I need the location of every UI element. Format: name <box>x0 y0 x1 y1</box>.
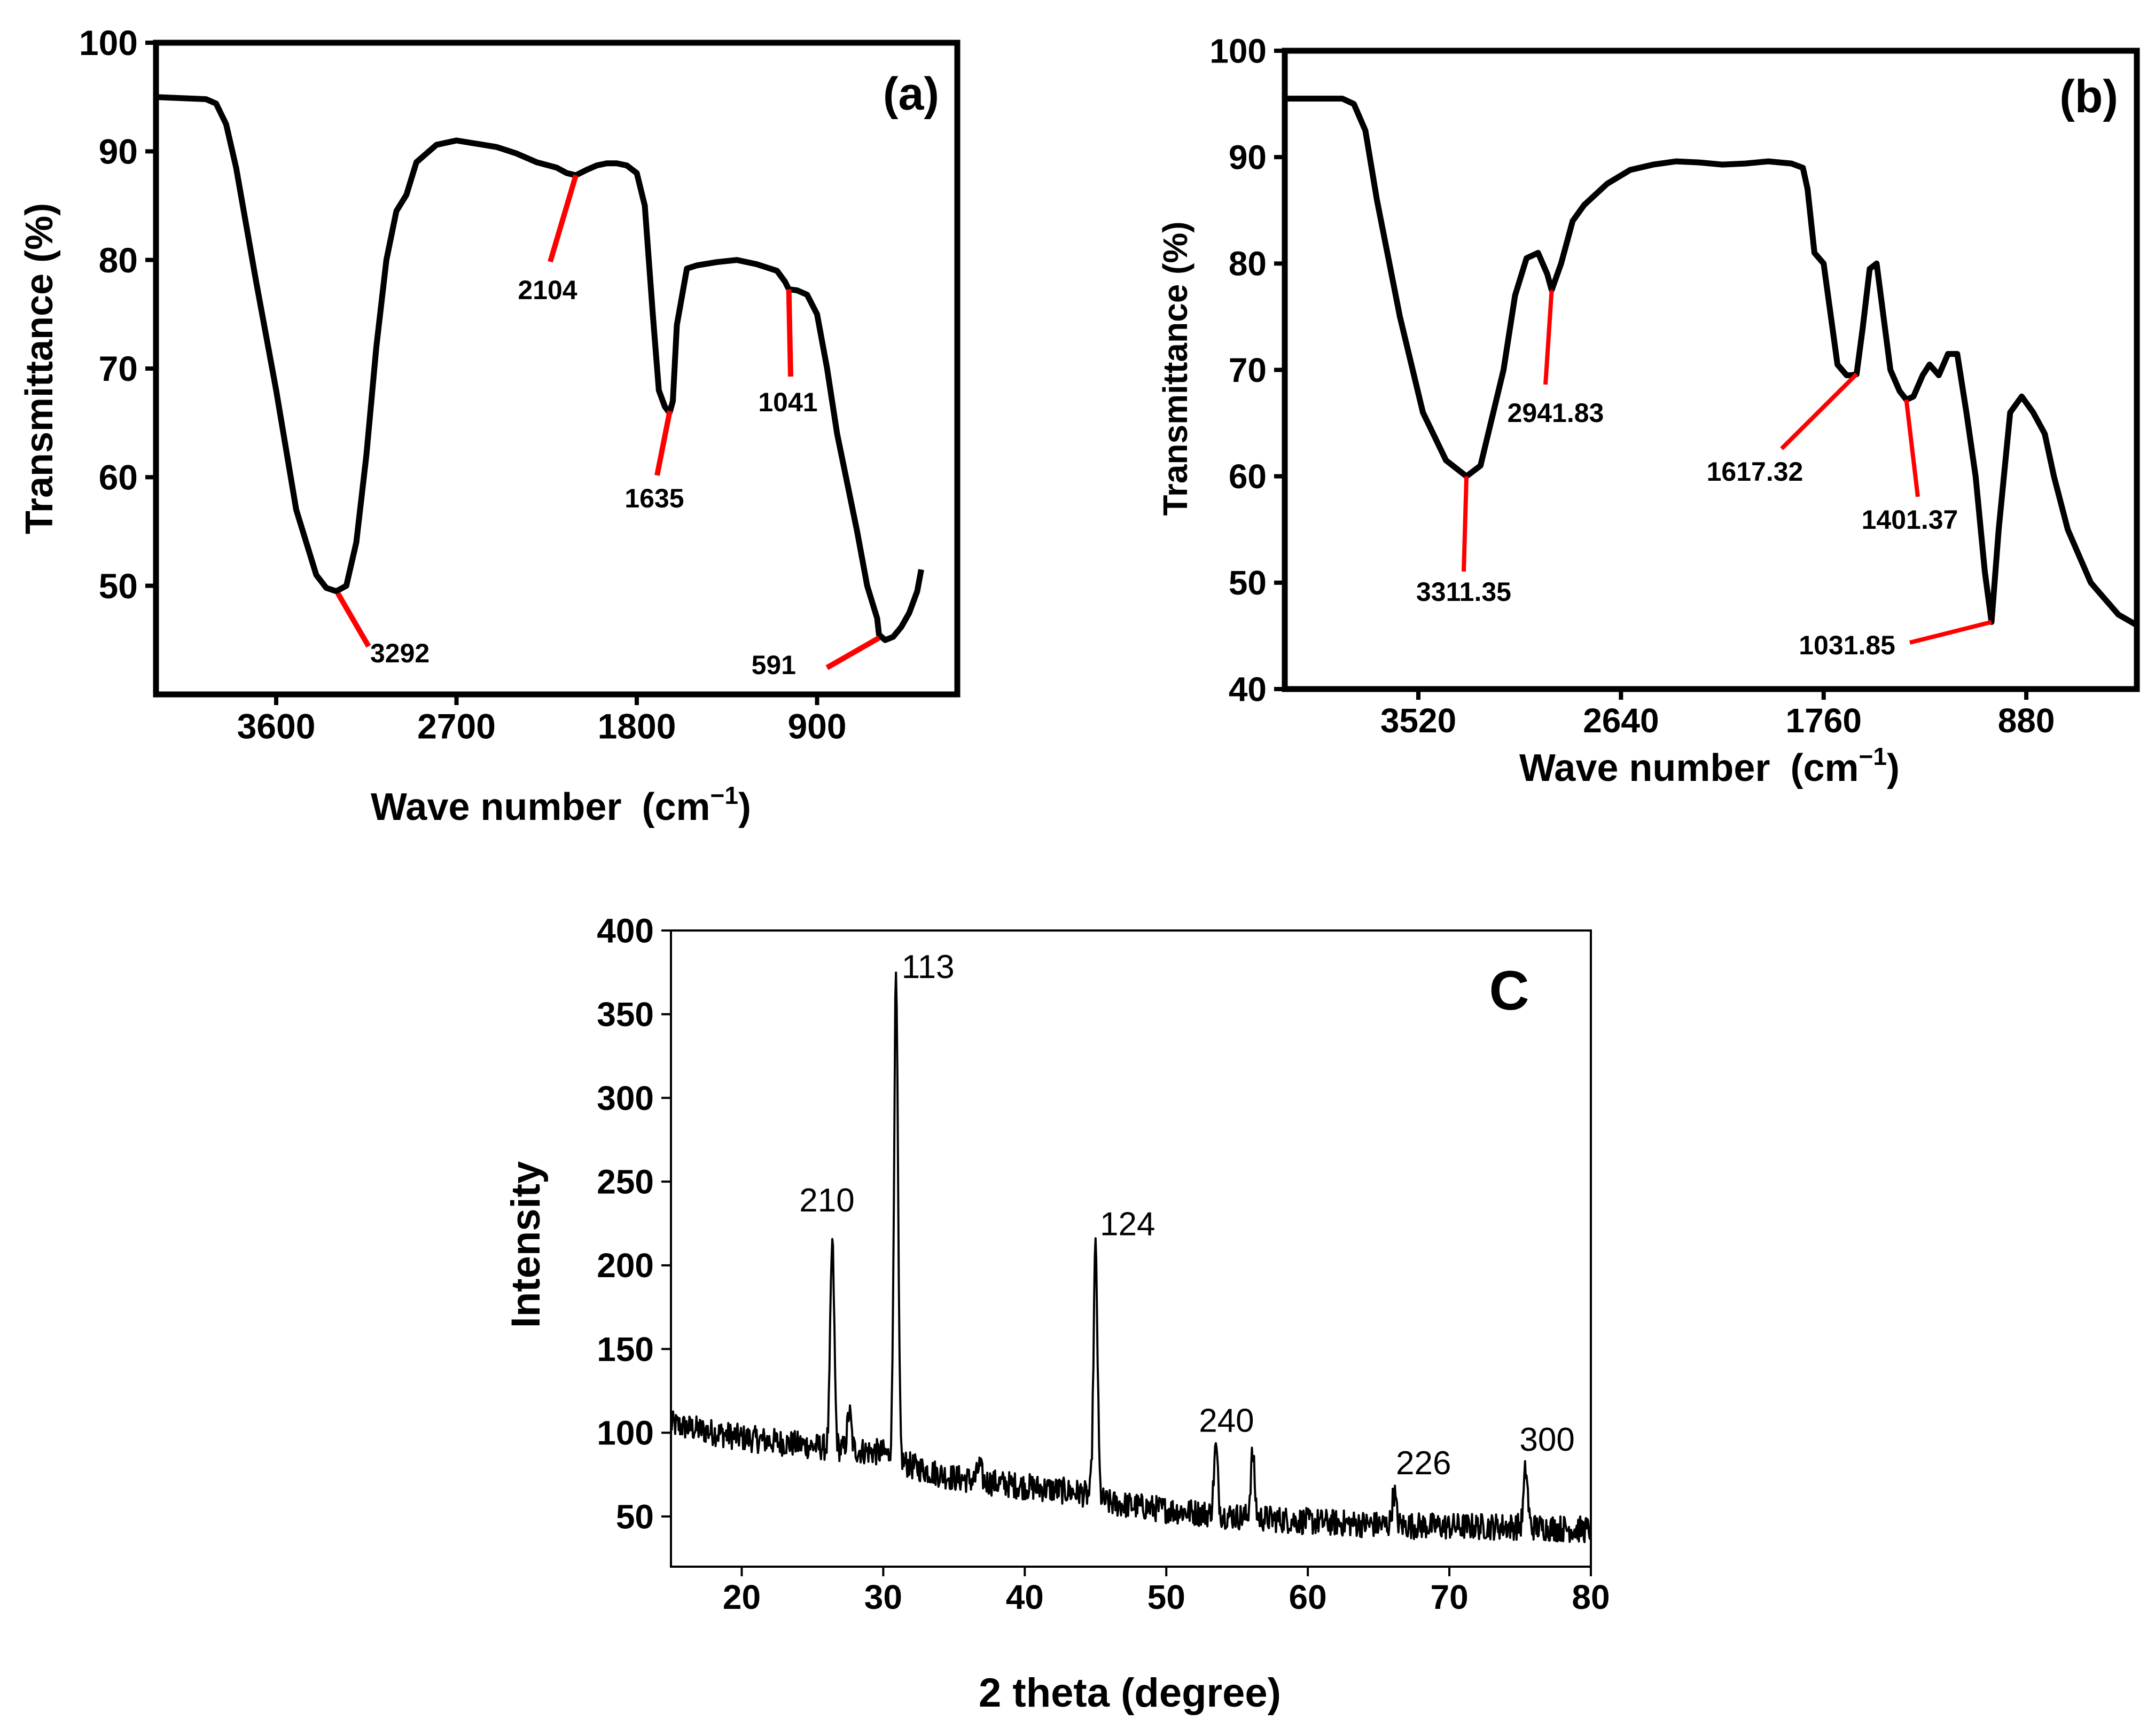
y-tick-label-b-90: 90 <box>1229 138 1267 177</box>
annotation-label-b-1617.32: 1617.32 <box>1707 457 1803 487</box>
panel-label-a: (a) <box>883 68 939 120</box>
peak-label-c-124: 124 <box>1100 1206 1155 1243</box>
y-tick-label-c-250: 250 <box>597 1163 654 1201</box>
x-tick-label-c-80: 80 <box>1572 1578 1610 1616</box>
y-tick-label-b-100: 100 <box>1209 32 1267 70</box>
annotation-leader-a-1635 <box>654 410 673 476</box>
x-tick-label-c-60: 60 <box>1289 1578 1327 1616</box>
x-axis-unit-sup-a: −1 <box>710 781 738 809</box>
peak-label-c-300: 300 <box>1519 1421 1574 1458</box>
annotation-leader-b-1617.32 <box>1780 372 1859 450</box>
annotation-label-a-1041: 1041 <box>758 387 817 417</box>
peak-label-c-113: 113 <box>902 949 955 986</box>
y-tick-label-a-60: 60 <box>99 457 138 497</box>
y-tick-label-a-80: 80 <box>99 240 138 280</box>
ftir-chart-a: 50 60 70 80 90 100 3600 2700 1800 900 3292 2104 16… <box>18 23 961 828</box>
y-tick-label-b-80: 80 <box>1229 245 1267 283</box>
series-line-b <box>1285 96 2138 628</box>
peak-labels-c: 210 113 124 240 226 300 <box>799 949 1575 1482</box>
annotation-label-a-3292: 3292 <box>370 638 430 668</box>
annotation-label-b-1401.37: 1401.37 <box>1862 505 1958 535</box>
peak-label-c-210: 210 <box>799 1182 854 1219</box>
y-axis-title-b: Transmittance (%) <box>1156 221 1194 515</box>
y-tick-label-c-300: 300 <box>597 1079 654 1117</box>
plot-frame-c <box>670 929 1592 1568</box>
y-tick-label-a-70: 70 <box>99 349 138 388</box>
annotation-label-b-2941.83: 2941.83 <box>1508 398 1604 428</box>
x-tick-label-c-50: 50 <box>1147 1578 1185 1616</box>
y-axis-b: 40 50 60 70 80 90 100 <box>1209 32 1285 708</box>
x-axis-title-main-a: Wave number <box>371 786 621 828</box>
x-axis-title-a: Wave number (cm−1) <box>371 781 751 828</box>
x-tick-label-b-1760: 1760 <box>1786 701 1862 740</box>
y-axis-title-a: Transmittance (%) <box>18 203 61 534</box>
annotation-leader-a-3292 <box>335 592 371 648</box>
x-tick-label-a-900: 900 <box>787 707 846 746</box>
plot-frame-a <box>153 40 961 698</box>
x-axis-unit-sup-b: −1 <box>1859 742 1887 770</box>
y-axis-a: 50 60 70 80 90 100 <box>79 23 156 606</box>
x-tick-label-a-2700: 2700 <box>417 707 496 746</box>
y-tick-label-b-50: 50 <box>1229 564 1267 602</box>
x-axis-title-c: 2 theta (degree) <box>979 1670 1281 1716</box>
annotation-label-a-2104: 2104 <box>518 275 577 305</box>
annotation-leader-a-1041 <box>786 289 793 377</box>
x-tick-label-b-3520: 3520 <box>1380 701 1456 740</box>
y-axis-title-c: Intensity <box>503 1161 549 1328</box>
y-tick-label-c-50: 50 <box>616 1497 654 1536</box>
x-axis-title-b: Wave number (cm−1) <box>1519 742 1900 789</box>
annotation-leader-b-1401.37 <box>1904 399 1920 497</box>
annotation-label-b-1031.85: 1031.85 <box>1799 630 1895 660</box>
x-axis-a: 3600 2700 1800 900 <box>237 694 847 746</box>
series-line-c <box>670 971 1592 1543</box>
y-axis-c: 50 100 150 200 250 300 350 400 <box>597 911 671 1536</box>
y-tick-label-c-400: 400 <box>597 911 654 950</box>
x-axis-unit-b: (cm <box>1790 747 1859 789</box>
y-tick-label-c-150: 150 <box>597 1330 654 1369</box>
x-axis-unit-close-a: ) <box>738 786 751 828</box>
annotation-leader-b-3311.35 <box>1462 476 1469 572</box>
x-axis-b: 3520 2640 1760 880 <box>1380 689 2055 740</box>
annotation-label-b-3311.35: 3311.35 <box>1416 577 1511 607</box>
series-line-a <box>155 94 924 643</box>
annotation-leader-a-2104 <box>548 174 579 263</box>
y-tick-label-a-100: 100 <box>79 23 138 62</box>
x-tick-label-a-1800: 1800 <box>598 707 676 746</box>
xrd-chart-c: 50 100 150 200 250 300 350 400 20 30 40 50 60 70 80 2… <box>503 911 1610 1716</box>
x-tick-label-b-2640: 2640 <box>1583 701 1659 740</box>
peak-label-c-226: 226 <box>1396 1445 1451 1482</box>
x-axis-unit-close-b: ) <box>1887 747 1900 789</box>
y-tick-label-b-70: 70 <box>1229 351 1267 389</box>
peak-label-c-240: 240 <box>1199 1402 1254 1439</box>
x-axis-title-main-b: Wave number <box>1519 747 1770 789</box>
y-tick-label-c-350: 350 <box>597 995 654 1034</box>
annotation-label-a-591: 591 <box>752 650 796 680</box>
x-tick-label-a-3600: 3600 <box>237 707 316 746</box>
x-axis-c: 20 30 40 50 60 70 80 <box>723 1567 1610 1616</box>
annotation-label-a-1635: 1635 <box>624 483 684 513</box>
x-axis-unit-a: (cm <box>642 786 710 828</box>
panel-label-c: C <box>1489 960 1529 1022</box>
y-tick-label-b-60: 60 <box>1229 457 1267 496</box>
ftir-chart-b: 40 50 60 70 80 90 100 3520 2640 1760 880 3311.35 2… <box>1156 32 2140 789</box>
x-tick-label-c-30: 30 <box>864 1578 902 1616</box>
x-tick-label-c-40: 40 <box>1006 1578 1044 1616</box>
y-tick-label-c-100: 100 <box>597 1414 654 1452</box>
x-tick-label-c-20: 20 <box>723 1578 761 1616</box>
x-tick-label-c-70: 70 <box>1430 1578 1468 1616</box>
x-tick-label-b-880: 880 <box>1998 701 2055 740</box>
peak-annotations-b: 3311.35 2941.83 1617.32 1401.37 1031.85 <box>1416 290 1992 660</box>
panel-label-b: (b) <box>2059 71 2118 122</box>
y-tick-label-a-90: 90 <box>99 131 138 171</box>
annotation-leader-b-2941.83 <box>1543 290 1554 385</box>
peak-annotations-a: 3292 2104 1635 1041 591 <box>335 174 880 680</box>
y-tick-label-a-50: 50 <box>99 566 138 606</box>
y-tick-label-c-200: 200 <box>597 1246 654 1285</box>
annotation-leader-a-591 <box>825 635 880 670</box>
annotation-leader-b-1031.85 <box>1909 620 1992 645</box>
y-tick-label-b-40: 40 <box>1229 670 1267 708</box>
